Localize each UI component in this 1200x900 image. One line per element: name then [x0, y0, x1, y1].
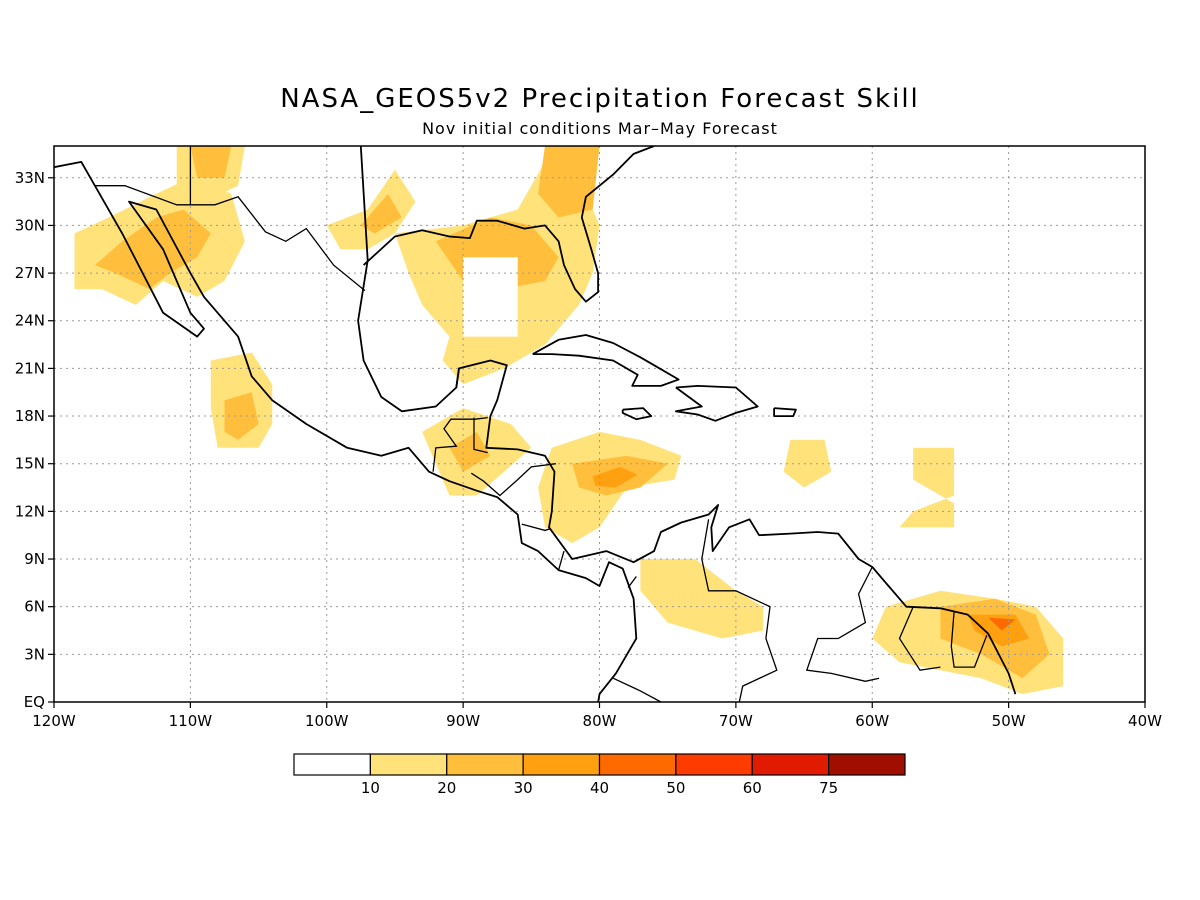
legend-swatch — [828, 753, 906, 776]
y-tick-label: 18N — [15, 407, 45, 425]
y-tick-label: EQ — [24, 693, 45, 711]
x-tick-label: 120W — [32, 712, 76, 730]
y-tick-label: 6N — [24, 598, 45, 616]
country-border — [612, 677, 662, 702]
x-tick-label: 100W — [305, 712, 349, 730]
x-tick-label: 40W — [1128, 712, 1162, 730]
coastline — [362, 146, 655, 303]
country-border — [557, 550, 565, 571]
skill-region — [326, 169, 416, 250]
legend-label: 50 — [666, 779, 685, 797]
country-border — [521, 523, 551, 532]
x-tick-label: 70W — [719, 712, 753, 730]
country-border — [432, 416, 488, 472]
legend-swatch — [598, 753, 677, 776]
skill-region — [783, 439, 832, 488]
map-subtitle: Nov initial conditions Mar–May Forecast — [422, 119, 778, 138]
country-border — [898, 606, 941, 671]
legend-swatch — [675, 753, 753, 776]
legend-swatch — [751, 753, 830, 776]
x-axis-ticks: 120W 110W 100W 90W 80W 70W 60W 50W 40W — [32, 702, 1162, 730]
x-tick-label: 80W — [583, 712, 617, 730]
coastline — [675, 384, 759, 422]
masked-regions — [463, 257, 518, 337]
skill-region — [538, 146, 600, 218]
coastline — [532, 334, 680, 387]
map-title: NASA_GEOS5v2 Precipitation Forecast Skil… — [280, 84, 920, 114]
y-tick-label: 24N — [15, 312, 45, 330]
country-border — [701, 519, 778, 702]
country-borders — [94, 146, 988, 702]
skill-region — [899, 447, 955, 528]
masked-region — [463, 257, 518, 337]
y-tick-label: 3N — [24, 645, 45, 663]
skill-region — [967, 614, 1030, 647]
country-border — [94, 185, 366, 292]
country-border — [627, 576, 637, 588]
legend-label: 20 — [437, 779, 456, 797]
x-tick-label: 50W — [992, 712, 1026, 730]
coastline — [54, 160, 638, 702]
y-tick-label: 30N — [15, 216, 45, 234]
legend-label: 40 — [590, 779, 609, 797]
x-tick-label: 90W — [446, 712, 480, 730]
y-tick-label: 9N — [24, 550, 45, 568]
skill-region — [360, 193, 402, 234]
skill-region — [94, 209, 211, 289]
x-tick-label: 60W — [855, 712, 889, 730]
y-tick-label: 27N — [15, 264, 45, 282]
coastlines — [54, 146, 1017, 702]
y-tick-label: 21N — [15, 359, 45, 377]
y-tick-label: 15N — [15, 455, 45, 473]
legend-label: 30 — [514, 779, 533, 797]
skill-region — [449, 431, 491, 472]
legend-label: 75 — [819, 779, 838, 797]
legend-swatch — [446, 753, 524, 776]
legend-swatch — [522, 753, 601, 776]
legend-label: 10 — [361, 779, 380, 797]
country-border — [470, 463, 556, 497]
country-border — [950, 611, 988, 668]
skill-region — [640, 559, 764, 639]
skill-region — [592, 466, 638, 488]
color-legend: 10 20 30 40 50 60 75 — [293, 753, 906, 797]
y-axis-ticks: EQ 3N 6N 9N 12N 15N 18N 21N 24N 27N 30N 33N — [15, 169, 54, 711]
x-tick-label: 110W — [169, 712, 213, 730]
legend-swatch — [369, 753, 448, 776]
coastline — [621, 407, 653, 421]
skill-regions — [74, 146, 1064, 695]
y-tick-label: 33N — [15, 169, 45, 187]
coastline — [455, 368, 460, 388]
country-border — [473, 417, 488, 454]
legend-label: 60 — [743, 779, 762, 797]
legend-swatch — [293, 753, 371, 776]
coastline — [773, 407, 797, 418]
country-border — [805, 566, 880, 682]
gridlines — [54, 146, 1145, 702]
y-tick-label: 12N — [15, 502, 45, 520]
skill-region — [190, 146, 232, 178]
